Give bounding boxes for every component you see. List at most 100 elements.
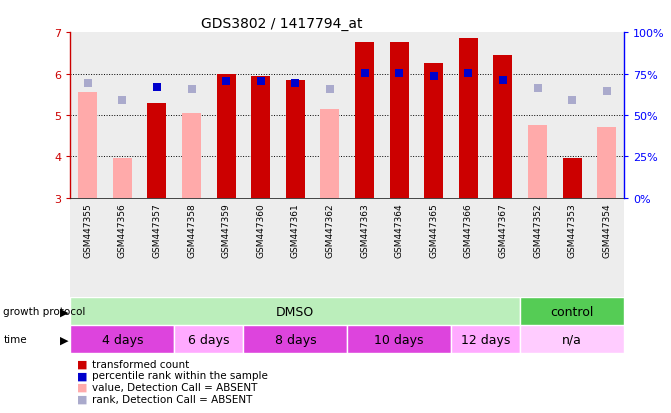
Text: GSM447364: GSM447364	[395, 203, 404, 258]
Bar	[520, 198, 555, 297]
Bar	[113, 159, 132, 198]
Bar	[70, 325, 174, 354]
Bar	[174, 198, 209, 297]
Text: rank, Detection Call = ABSENT: rank, Detection Call = ABSENT	[92, 394, 252, 404]
Text: 12 days: 12 days	[461, 333, 511, 346]
Point	[601, 88, 612, 95]
Bar	[493, 56, 513, 198]
Text: 4 days: 4 days	[101, 333, 143, 346]
Text: n/a: n/a	[562, 333, 582, 346]
Bar	[528, 126, 547, 198]
Bar	[209, 198, 244, 297]
Point	[359, 70, 370, 77]
Point	[117, 98, 127, 104]
Text: GSM447352: GSM447352	[533, 203, 542, 258]
Text: GSM447366: GSM447366	[464, 203, 473, 258]
Point	[186, 87, 197, 93]
Bar	[278, 198, 313, 297]
Bar	[313, 33, 347, 198]
Text: GSM447358: GSM447358	[187, 203, 196, 258]
Bar	[347, 33, 382, 198]
Text: GSM447361: GSM447361	[291, 203, 300, 258]
Text: 8 days: 8 days	[274, 333, 316, 346]
Text: ▶: ▶	[60, 306, 68, 316]
Point	[290, 80, 301, 87]
Bar	[486, 198, 520, 297]
Text: ■: ■	[77, 370, 88, 380]
Bar	[140, 198, 174, 297]
Bar	[321, 109, 340, 198]
Bar	[105, 198, 140, 297]
Bar	[348, 198, 382, 297]
Bar	[390, 43, 409, 198]
Bar	[217, 74, 236, 198]
Bar	[348, 325, 451, 354]
Bar	[382, 198, 417, 297]
Bar	[459, 39, 478, 198]
Point	[394, 70, 405, 77]
Point	[221, 78, 231, 85]
Text: percentile rank within the sample: percentile rank within the sample	[92, 370, 268, 380]
Bar	[105, 33, 140, 198]
Bar	[209, 33, 244, 198]
Bar	[244, 325, 348, 354]
Bar	[555, 33, 589, 198]
Bar	[174, 33, 209, 198]
Text: time: time	[3, 335, 27, 344]
Text: GDS3802 / 1417794_at: GDS3802 / 1417794_at	[201, 17, 362, 31]
Bar	[70, 33, 105, 198]
Bar	[244, 33, 278, 198]
Point	[325, 87, 336, 93]
Bar	[174, 325, 244, 354]
Point	[256, 78, 266, 85]
Bar	[382, 33, 417, 198]
Bar	[520, 33, 555, 198]
Text: ■: ■	[77, 394, 88, 404]
Text: GSM447367: GSM447367	[499, 203, 507, 258]
Bar	[520, 297, 624, 325]
Text: 10 days: 10 days	[374, 333, 424, 346]
Text: GSM447356: GSM447356	[118, 203, 127, 258]
Bar	[286, 81, 305, 198]
Bar	[597, 128, 616, 198]
Text: GSM447359: GSM447359	[221, 203, 231, 258]
Text: control: control	[550, 305, 594, 318]
Point	[152, 85, 162, 91]
Bar	[313, 198, 348, 297]
Text: ▶: ▶	[60, 335, 68, 344]
Text: GSM447353: GSM447353	[568, 203, 576, 258]
Text: 6 days: 6 days	[188, 333, 229, 346]
Text: GSM447365: GSM447365	[429, 203, 438, 258]
Bar	[589, 198, 624, 297]
Bar	[148, 103, 166, 198]
Bar	[244, 198, 278, 297]
Text: value, Detection Call = ABSENT: value, Detection Call = ABSENT	[92, 382, 257, 392]
Text: GSM447360: GSM447360	[256, 203, 265, 258]
Bar	[589, 33, 624, 198]
Text: DMSO: DMSO	[276, 305, 315, 318]
Bar	[70, 198, 105, 297]
Bar	[182, 114, 201, 198]
Text: growth protocol: growth protocol	[3, 306, 86, 316]
Text: GSM447357: GSM447357	[152, 203, 162, 258]
Point	[428, 73, 439, 80]
Bar	[140, 33, 174, 198]
Text: GSM447354: GSM447354	[603, 203, 611, 258]
Bar	[520, 325, 624, 354]
Text: ■: ■	[77, 359, 88, 369]
Point	[567, 98, 578, 104]
Bar	[251, 76, 270, 198]
Bar	[451, 33, 486, 198]
Text: transformed count: transformed count	[92, 359, 189, 369]
Bar	[486, 33, 520, 198]
Bar	[451, 198, 486, 297]
Bar	[417, 198, 451, 297]
Point	[532, 85, 543, 92]
Point	[463, 70, 474, 77]
Bar	[417, 33, 451, 198]
Text: GSM447355: GSM447355	[83, 203, 92, 258]
Bar	[355, 43, 374, 198]
Bar	[424, 64, 444, 198]
Text: ■: ■	[77, 382, 88, 392]
Bar	[79, 93, 97, 198]
